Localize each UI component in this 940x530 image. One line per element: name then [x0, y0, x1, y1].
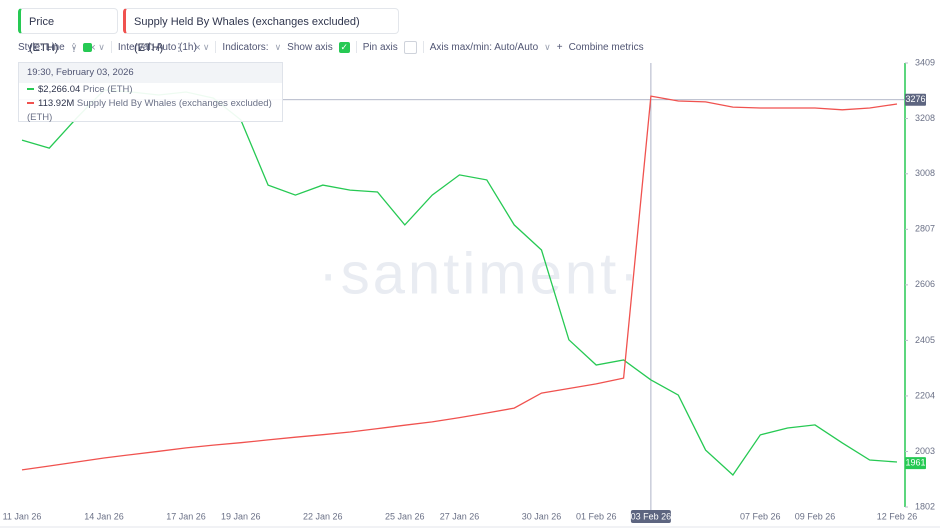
- x-tick-label: 12 Feb 26: [877, 511, 918, 521]
- style-select[interactable]: Style: Line: [18, 41, 65, 53]
- close-icon[interactable]: ×: [89, 42, 96, 54]
- tooltip: 19:30, February 03, 2026 $2,266.04 Price…: [18, 62, 283, 123]
- watermark: ·santiment·: [318, 241, 641, 306]
- x-tick-label: 22 Jan 26: [303, 511, 343, 521]
- tooltip-series: Supply Held By Whales (exchanges exclude…: [27, 98, 272, 123]
- interval-select[interactable]: Interval: Auto (1h): [117, 41, 197, 53]
- tooltip-row: $2,266.04 Price (ETH): [19, 83, 282, 97]
- axis-minmax-select[interactable]: Axis max/min: Auto/Auto: [429, 41, 539, 53]
- series-line: [21, 95, 898, 471]
- tooltip-series: Price (ETH): [82, 84, 133, 95]
- hover-badge-label: 3276: [905, 94, 925, 104]
- tab-label: Supply Held By Whales (exchanges exclude…: [134, 16, 360, 54]
- x-tick-label: 11 Jan 26: [3, 511, 42, 521]
- color-picker[interactable]: [83, 42, 93, 52]
- pin-axis-label: Pin axis: [362, 41, 398, 53]
- metric-tab[interactable]: Price (ETH) ⋮ ×: [18, 8, 118, 54]
- x-tick-label: 25 Jan 26: [385, 511, 425, 521]
- x-tick-label: 19 Jan 26: [221, 511, 261, 521]
- tooltip-value: $2,266.04: [38, 84, 81, 95]
- y-tick-label: 2606: [915, 279, 935, 289]
- menu-icon[interactable]: ⋮: [68, 42, 80, 54]
- y-tick-label: 2405: [915, 335, 935, 345]
- x-tick-label: 03 Feb 26: [631, 511, 672, 521]
- show-axis-checkbox[interactable]: ✓: [338, 41, 350, 53]
- x-tick-label: 14 Jan 26: [84, 511, 124, 521]
- tooltip-date: 19:30, February 03, 2026: [19, 63, 282, 83]
- x-hover-badge: [630, 510, 671, 523]
- close-icon[interactable]: ×: [194, 42, 201, 54]
- x-tick-label: 27 Jan 26: [440, 511, 480, 521]
- y-tick-label: 2003: [915, 446, 935, 456]
- hover-badge: [905, 93, 926, 106]
- x-tick-label: 01 Feb 26: [576, 511, 617, 521]
- x-tick-label: 17 Jan 26: [166, 511, 206, 521]
- combine-metrics[interactable]: Combine metrics: [568, 41, 644, 53]
- tooltip-value: 113.92M: [38, 98, 75, 109]
- y-tick-label: 2807: [915, 224, 935, 234]
- show-axis-label: Show axis: [287, 41, 333, 53]
- pin-axis-checkbox[interactable]: [403, 40, 417, 54]
- tooltip-row: 113.92M Supply Held By Whales (exchanges…: [19, 97, 282, 123]
- x-tick-label: 30 Jan 26: [522, 511, 562, 521]
- x-tick-label: 09 Feb 26: [795, 511, 836, 521]
- y-tick-label: 3409: [915, 57, 935, 67]
- metric-tab[interactable]: Supply Held By Whales (exchanges exclude…: [123, 8, 399, 54]
- last-value-badge: [905, 457, 926, 470]
- y-tick-label: 2204: [915, 390, 935, 400]
- y-tick-label: 1802: [915, 501, 935, 511]
- tab-label: Price (ETH): [29, 16, 59, 54]
- toolbar: Style: Line ∨ ∨ Interval: Auto (1h) ∨ Indi…: [18, 40, 644, 54]
- y-tick-label: 3008: [915, 168, 935, 178]
- last-value-badge-label: 1961: [905, 457, 925, 467]
- menu-icon[interactable]: ⋮: [173, 42, 185, 54]
- y-tick-label: 3208: [915, 113, 935, 123]
- x-tick-label: 07 Feb 26: [740, 511, 781, 521]
- indicators-select[interactable]: Indicators:: [222, 41, 269, 53]
